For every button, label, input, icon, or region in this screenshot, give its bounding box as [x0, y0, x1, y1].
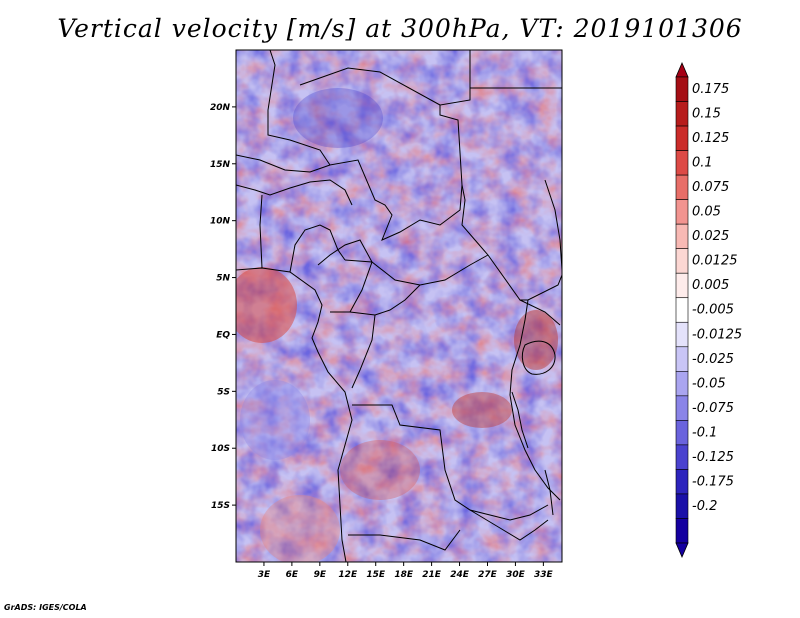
border-east	[519, 299, 561, 326]
lon-tick-label: 30E	[506, 570, 526, 580]
lat-tick-label: EQ	[216, 330, 230, 340]
colorbar-swatch	[675, 76, 689, 102]
colorbar-swatch	[675, 518, 689, 544]
border-north	[267, 50, 471, 241]
colorbar-label: 0.175	[692, 82, 729, 97]
lon-tick-label: 3E	[258, 570, 271, 580]
lon-tick-label: 21E	[422, 570, 442, 580]
lat-tick-label: 5S	[217, 387, 230, 397]
lon-tick-label: 18E	[394, 570, 414, 580]
lat-axis: 20N 15N 10N 5N EQ 5S 10S 15S	[210, 103, 236, 511]
lon-tick-label: 9E	[314, 570, 327, 580]
colorbar-swatch	[675, 371, 689, 397]
colorbar-swatch	[675, 395, 689, 421]
country-borders	[236, 50, 562, 562]
colorbar-swatch	[675, 150, 689, 176]
border-benin	[259, 194, 263, 269]
lon-tick-label: 12E	[338, 570, 358, 580]
colorbar-swatch	[675, 125, 689, 151]
lat-tick-label: 10S	[211, 444, 230, 454]
colorbar-swatch	[675, 493, 689, 519]
lon-tick-label: 6E	[286, 570, 299, 580]
colorbar-swatch	[675, 420, 689, 446]
border-ethiopia	[544, 179, 562, 271]
colorbar-bottom-arrow	[675, 542, 689, 559]
colorbar-label: -0.0125	[692, 327, 742, 342]
colorbar-swatch	[675, 199, 689, 225]
colorbar-label: 0.15	[692, 107, 721, 122]
lake-tanganyika	[511, 391, 529, 449]
colorbar-label: -0.075	[692, 401, 734, 416]
border-angola	[352, 404, 549, 521]
colorbar-label: -0.1	[692, 425, 717, 440]
colorbar-swatch	[675, 297, 689, 323]
colorbar-swatch	[675, 444, 689, 470]
border-drc-east	[509, 299, 561, 501]
colorbar-label: 0.0125	[692, 254, 738, 269]
colorbar-label: 0.025	[692, 229, 729, 244]
lat-tick-label: 10N	[210, 217, 231, 227]
colorbar-swatch	[675, 321, 689, 348]
colorbar-label: -0.025	[692, 352, 734, 367]
border-cameroon	[317, 239, 373, 313]
colorbar-swatch	[675, 346, 689, 372]
border-nigeria	[236, 179, 353, 206]
grads-credit: GrADS: IGES/COLA	[4, 603, 87, 612]
lon-tick-label: 15E	[366, 570, 386, 580]
colorbar-swatch	[675, 248, 689, 274]
vertical-velocity-field	[236, 50, 562, 562]
border-zambia	[469, 509, 549, 541]
coastline	[236, 267, 353, 562]
lon-tick-label: 27E	[478, 570, 498, 580]
border-niger-mali	[236, 154, 331, 173]
lon-axis: 3E 6E 9E 12E 15E 18E 21E 24E 27E 30E 33E	[258, 562, 554, 580]
colorbar-swatch	[675, 174, 689, 200]
colorbar-label: -0.125	[692, 450, 734, 465]
lat-tick-label: 15S	[211, 501, 230, 511]
lon-tick-label: 33E	[534, 570, 554, 580]
colorbar-label: -0.175	[692, 474, 734, 489]
lake-victoria	[521, 340, 556, 375]
colorbar-label: -0.05	[692, 376, 726, 391]
colorbar-label: 0.125	[692, 131, 729, 146]
colorbar-label: -0.005	[692, 303, 734, 318]
colorbar-label: -0.2	[692, 499, 717, 514]
lat-tick-label: 15N	[210, 160, 231, 170]
border-drc-west	[351, 314, 376, 389]
border-libya-chad	[299, 67, 441, 106]
lon-tick-label: 24E	[450, 570, 470, 580]
colorbar-label: 0.1	[692, 156, 713, 171]
lat-tick-label: 5N	[216, 274, 230, 284]
colorbar-top-arrow	[675, 61, 689, 78]
lat-tick-label: 20N	[210, 103, 231, 113]
border-congo	[349, 284, 421, 316]
border-misc	[289, 224, 346, 273]
colorbar-label: 0.005	[692, 278, 729, 293]
colorbar: 0.175 0.15 0.125 0.1 0.075 0.05 0.025 0.0125 0.0…	[675, 61, 742, 559]
border-namibia	[348, 529, 461, 551]
map-frame	[235, 49, 563, 563]
colorbar-label: 0.05	[692, 205, 721, 220]
colorbar-swatch	[675, 272, 689, 299]
plot-title: Vertical velocity [m/s] at 300hPa, VT: 2…	[57, 14, 743, 43]
colorbar-label: 0.075	[692, 180, 729, 195]
colorbar-swatch	[675, 469, 689, 495]
colorbar-swatch	[675, 101, 689, 127]
colorbar-swatch	[675, 223, 689, 249]
lake-malawi	[544, 469, 554, 516]
